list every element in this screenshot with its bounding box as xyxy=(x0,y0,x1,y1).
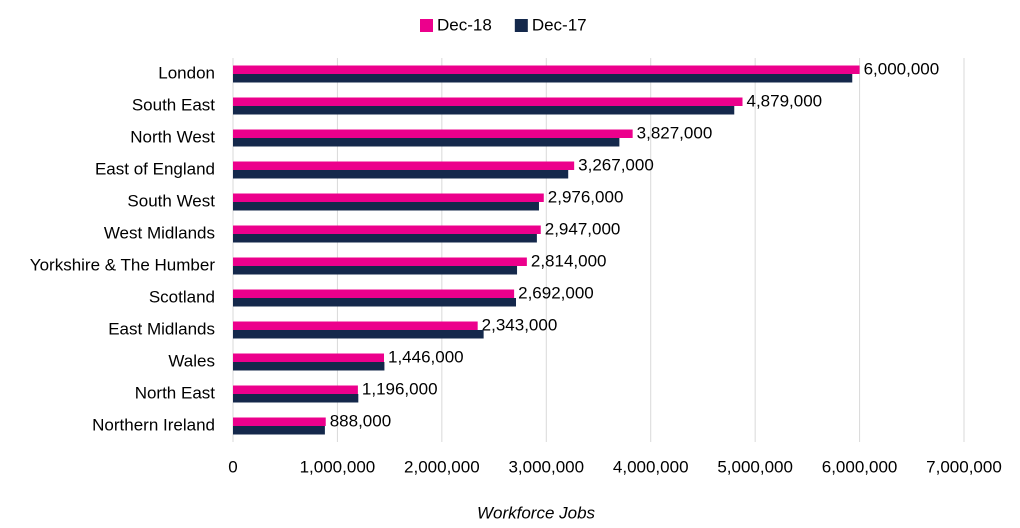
bar xyxy=(233,330,484,339)
y-tick-label: South West xyxy=(127,191,215,210)
y-tick-label: Wales xyxy=(168,351,215,370)
y-tick-label: North West xyxy=(130,127,215,146)
data-label: 1,196,000 xyxy=(362,379,438,398)
y-tick-label: Northern Ireland xyxy=(92,415,215,434)
bar xyxy=(233,257,527,266)
bar xyxy=(233,417,326,426)
bar xyxy=(233,298,517,307)
data-label: 2,343,000 xyxy=(482,315,558,334)
x-tick-label: 4,000,000 xyxy=(613,457,689,476)
legend-label: Dec-17 xyxy=(532,15,587,34)
bar xyxy=(233,289,515,298)
y-tick-label: Yorkshire & The Humber xyxy=(30,255,216,274)
y-tick-label: East of England xyxy=(95,159,215,178)
bar xyxy=(233,97,743,106)
data-label: 2,947,000 xyxy=(545,219,621,238)
data-label: 6,000,000 xyxy=(864,59,940,78)
bar xyxy=(233,106,735,115)
bar xyxy=(233,266,518,275)
y-tick-label: London xyxy=(158,63,215,82)
x-tick-label: 0 xyxy=(228,457,237,476)
bar xyxy=(233,193,544,202)
bar xyxy=(233,225,541,234)
y-tick-label: South East xyxy=(132,95,215,114)
bar xyxy=(233,321,478,330)
y-tick-label: Scotland xyxy=(149,287,215,306)
legend-swatch xyxy=(514,19,528,32)
data-label: 888,000 xyxy=(330,411,391,430)
data-label: 2,976,000 xyxy=(548,187,624,206)
bar xyxy=(233,202,539,211)
bar xyxy=(233,74,853,83)
data-label: 4,879,000 xyxy=(747,91,823,110)
x-tick-label: 2,000,000 xyxy=(404,457,480,476)
x-tick-label: 7,000,000 xyxy=(926,457,1002,476)
bar xyxy=(233,170,569,179)
data-label: 2,814,000 xyxy=(531,251,607,270)
y-tick-label: East Midlands xyxy=(108,319,215,338)
x-axis-title: Workforce Jobs xyxy=(477,503,596,522)
y-tick-label: West Midlands xyxy=(104,223,215,242)
bar xyxy=(233,161,575,170)
bar xyxy=(233,353,385,362)
data-label: 3,827,000 xyxy=(637,123,713,142)
data-label: 2,692,000 xyxy=(518,283,594,302)
x-tick-label: 6,000,000 xyxy=(822,457,898,476)
x-tick-label: 1,000,000 xyxy=(300,457,376,476)
bar xyxy=(233,385,358,394)
bar xyxy=(233,138,620,147)
data-label: 1,446,000 xyxy=(388,347,464,366)
y-tick-label: North East xyxy=(135,383,216,402)
legend-swatch xyxy=(420,19,433,32)
data-label: 3,267,000 xyxy=(578,155,654,174)
legend-label: Dec-18 xyxy=(437,15,492,34)
x-tick-label: 3,000,000 xyxy=(508,457,584,476)
x-tick-label: 5,000,000 xyxy=(717,457,793,476)
bar xyxy=(233,129,633,138)
bar xyxy=(233,65,860,74)
bar xyxy=(233,362,385,371)
bar xyxy=(233,394,359,403)
bar xyxy=(233,234,537,243)
bar xyxy=(233,426,325,435)
